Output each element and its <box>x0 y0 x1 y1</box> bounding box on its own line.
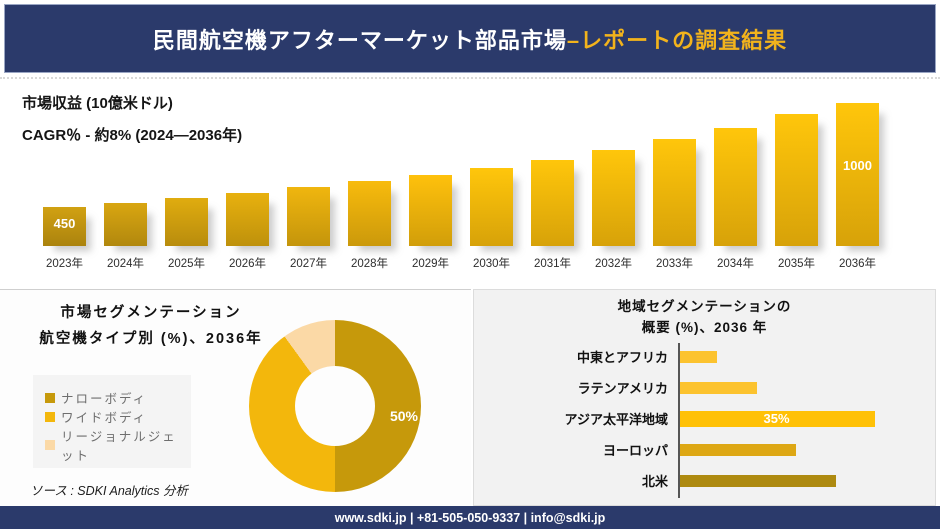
regional-category-label: ラテンアメリカ <box>577 381 668 396</box>
page-title-accent: –レポートの調査結果 <box>566 27 788 53</box>
revenue-bar-2036年: 1000 <box>836 102 879 246</box>
regional-row-4: 北米 <box>474 465 935 496</box>
revenue-x-label: 2034年 <box>716 258 755 270</box>
regional-category-label: 北米 <box>641 474 668 489</box>
regional-bar-ヨーロッパ <box>678 443 797 456</box>
revenue-x-label: 2033年 <box>655 258 694 270</box>
regional-row-1: ラテンアメリカ <box>474 372 935 403</box>
aircraft-chart-title-line2: 航空機タイプ別 (%)、2036年 <box>39 331 263 347</box>
revenue-x-label: 2028年 <box>350 258 389 270</box>
regional-category-label: 中東とアフリカ <box>576 350 668 365</box>
regional-chart-title-line2: 概要 (%)、2036 年 <box>641 320 768 335</box>
legend-swatch-icon <box>45 411 55 422</box>
revenue-bar-2029年 <box>409 174 452 246</box>
revenue-x-label: 2027年 <box>289 258 328 270</box>
revenue-bar-value-last: 1000 <box>843 157 872 173</box>
regional-category-label: アジア太平洋地域 <box>564 412 668 427</box>
revenue-x-label: 2029年 <box>411 258 450 270</box>
legend-item-0: ナローボディ <box>45 388 179 407</box>
legend-label: ナローボディ <box>61 392 148 406</box>
revenue-bar-2026年 <box>226 192 269 246</box>
regional-bars: 中東とアフリカ ラテンアメリカアジア太平洋地域 35% ヨーロッパ北米 <box>474 341 935 496</box>
footer-contact: www.sdki.jp | +81-505-050-9337 | info@sd… <box>334 510 606 525</box>
aircraft-donut-chart: 50% <box>249 320 421 492</box>
revenue-x-label: 2036年 <box>838 258 877 270</box>
revenue-bar-2034年 <box>714 128 757 246</box>
aircraft-chart-title-line1: 市場セグメンテーション <box>60 305 242 321</box>
revenue-x-label: 2026年 <box>228 258 267 270</box>
revenue-bar-2030年 <box>470 167 513 246</box>
revenue-x-label: 2024年 <box>106 258 145 270</box>
regional-bar-value-label: 35% <box>763 411 790 426</box>
revenue-chart-title: 市場収益 (10億米ドル) <box>22 95 173 112</box>
donut-data-label: 50% <box>389 408 419 424</box>
regional-row-2: アジア太平洋地域 35% <box>474 403 935 434</box>
revenue-x-label: 2035年 <box>777 258 816 270</box>
regional-bar-北米 <box>678 474 836 487</box>
regional-category-label: ヨーロッパ <box>602 443 668 458</box>
regional-chart-title: 地域セグメンテーションの 概要 (%)、2036 年 <box>474 296 935 338</box>
legend-item-2: リージョナルジェット <box>45 426 179 464</box>
legend-swatch-icon <box>45 440 55 450</box>
header: 民間航空機アフターマーケット部品市場–レポートの調査結果 <box>4 4 936 73</box>
revenue-bar-2028年 <box>348 181 391 246</box>
revenue-x-label: 2025年 <box>167 258 206 270</box>
revenue-x-label: 2030年 <box>472 258 511 270</box>
revenue-x-label: 2023年 <box>45 258 84 270</box>
aircraft-legend: ナローボディ ワイドボディリージョナルジェット <box>33 375 191 468</box>
revenue-bar-value-first: 450 <box>53 216 76 232</box>
source-note: ソース : SDKI Analytics 分析 <box>30 484 188 498</box>
legend-label: リージョナルジェット <box>61 430 177 463</box>
revenue-bar-2027年 <box>287 187 330 246</box>
legend-swatch-icon <box>45 392 55 403</box>
regional-row-3: ヨーロッパ <box>474 434 935 465</box>
revenue-bar-2025年 <box>165 197 208 246</box>
revenue-x-label: 2031年 <box>533 258 572 270</box>
aircraft-segmentation-panel: 市場セグメンテーション 航空機タイプ別 (%)、2036年 ナローボディ ワイドボ… <box>0 289 471 506</box>
regional-bar-中東とアフリカ <box>678 350 718 363</box>
revenue-bar-2031年 <box>531 159 574 246</box>
legend-item-1: ワイドボディ <box>45 407 179 426</box>
regional-bar-アジア太平洋地域: 35% <box>678 410 876 427</box>
regional-segmentation-panel: 地域セグメンテーションの 概要 (%)、2036 年 中東とアフリカ ラテンアメリ… <box>473 289 936 506</box>
revenue-bar-2035年 <box>775 113 818 246</box>
page-title: 民間航空機アフターマーケット部品市場–レポートの調査結果 <box>153 23 787 55</box>
footer: www.sdki.jp | +81-505-050-9337 | info@sd… <box>0 506 940 529</box>
revenue-chart-cagr: CAGR％ - 約8% (2024―2036年) <box>22 127 243 144</box>
regional-axis-line <box>678 343 680 498</box>
revenue-x-label: 2032年 <box>594 258 633 270</box>
regional-chart-title-line1: 地域セグメンテーションの <box>617 299 792 314</box>
revenue-bar-2032年 <box>592 149 635 246</box>
revenue-bar-2023年: 450 <box>43 207 86 246</box>
page-title-main: 民間航空機アフターマーケット部品市場 <box>152 27 567 53</box>
revenue-bar-2033年 <box>653 138 696 246</box>
revenue-bar-2024年 <box>104 202 147 246</box>
legend-label: ワイドボディ <box>61 411 148 425</box>
aircraft-chart-title: 市場セグメンテーション 航空機タイプ別 (%)、2036年 <box>12 300 290 352</box>
donut-hole <box>295 366 375 446</box>
regional-bar-ラテンアメリカ <box>678 381 757 394</box>
regional-row-0: 中東とアフリカ <box>474 341 935 372</box>
revenue-chart-panel: 市場収益 (10億米ドル) CAGR％ - 約8% (2024―2036年) 4… <box>0 77 940 289</box>
